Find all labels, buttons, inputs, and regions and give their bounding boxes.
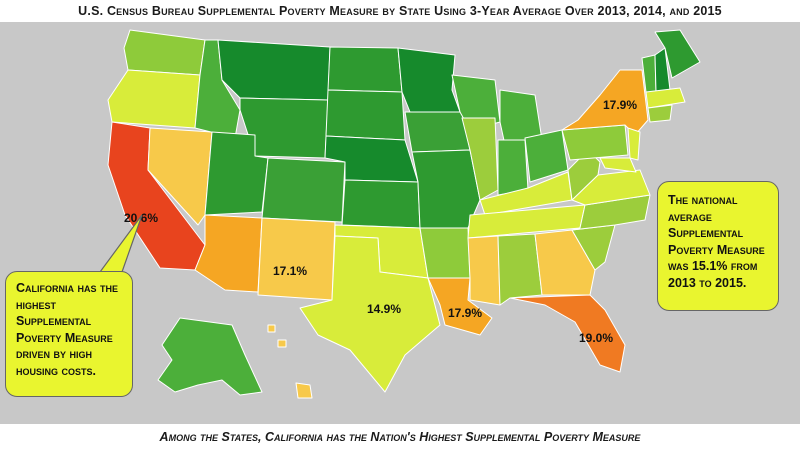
state-me [654, 29, 701, 79]
national-average-callout: The national average Supplemental Povert… [657, 181, 779, 311]
state-tx [299, 235, 441, 393]
state-ny [561, 69, 649, 136]
state-or [107, 69, 201, 129]
national-average-callout-text: The national average Supplemental Povert… [668, 193, 765, 290]
state-ak [157, 317, 263, 396]
state-ga [534, 229, 596, 296]
state-wa [123, 29, 206, 76]
state-nd [327, 46, 403, 93]
state-az [194, 214, 263, 293]
label-nm: 17.1% [273, 264, 307, 278]
state-mt [217, 39, 331, 101]
state-hi-3 [295, 382, 313, 399]
state-al [497, 233, 543, 306]
state-ct [647, 104, 673, 123]
california-callout: California has the highest Supplemental … [5, 271, 133, 397]
california-callout-text: California has the highest Supplemental … [16, 281, 118, 378]
state-fl [509, 294, 626, 373]
state-sd [325, 89, 406, 141]
state-ar [419, 227, 471, 279]
map-title: U.S. Census Bureau Supplemental Poverty … [78, 4, 722, 18]
state-ms [467, 235, 501, 306]
state-ia [404, 111, 471, 153]
callout-pointer [98, 214, 143, 273]
label-tx: 14.9% [367, 302, 401, 316]
state-wy [239, 97, 329, 159]
label-fl: 19.0% [579, 331, 613, 345]
state-md [599, 157, 637, 173]
state-hi-2 [277, 339, 287, 348]
state-co [261, 157, 346, 223]
state-nm [257, 217, 336, 301]
label-ny: 17.9% [603, 98, 637, 112]
us-map: 20.6% 17.9% 17.1% 14.9% 17.9% 19.0% [98, 29, 701, 399]
state-hi-1 [267, 324, 276, 333]
state-pa [561, 124, 629, 161]
label-la: 17.9% [448, 306, 482, 320]
state-nv [147, 127, 213, 226]
state-il [461, 117, 499, 201]
state-ma [645, 87, 686, 109]
state-ks [341, 179, 421, 229]
state-nj [627, 127, 641, 161]
state-mn [397, 47, 461, 113]
state-in [497, 139, 529, 196]
map-footer: Among the States, California has the Nat… [159, 430, 641, 444]
